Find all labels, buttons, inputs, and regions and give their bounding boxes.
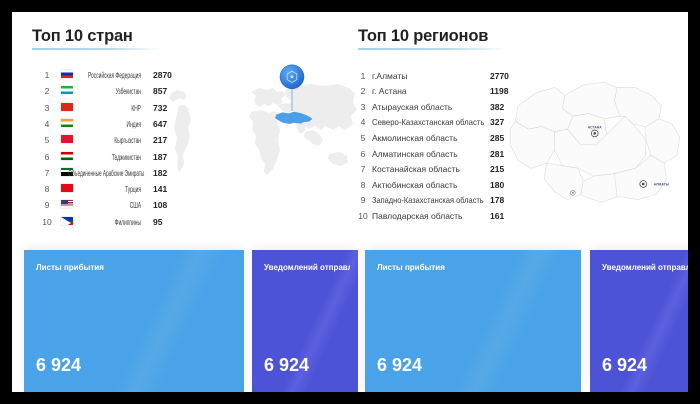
svg-text:АСТАНА: АСТАНА: [588, 126, 602, 130]
svg-text:АЛМАТЫ: АЛМАТЫ: [654, 183, 670, 187]
